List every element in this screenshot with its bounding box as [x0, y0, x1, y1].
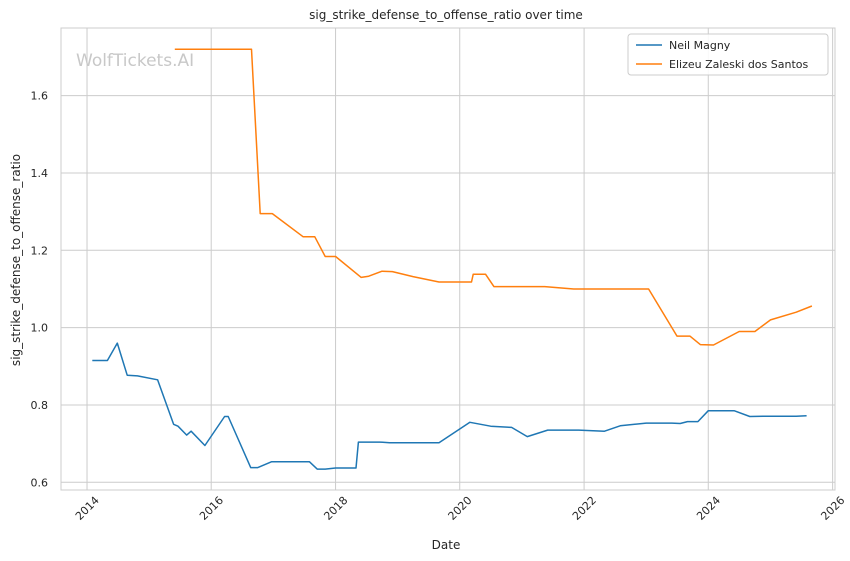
y-tick-label-1-0: 1.0	[31, 322, 49, 335]
legend: Neil Magny Elizeu Zaleski dos Santos	[627, 33, 829, 76]
y-tick-label-0-8: 0.8	[31, 399, 49, 412]
series-line-neil-magny	[92, 342, 807, 470]
x-axis-label: Date	[432, 538, 461, 552]
y-axis-ticks: 0.6 0.8 1.0 1.2 1.4 1.6	[31, 90, 49, 490]
y-tick-label-1-2: 1.2	[31, 244, 49, 257]
legend-box	[627, 33, 829, 76]
series-line-elizeu-zaleski-dos-santos	[174, 48, 813, 346]
legend-label-neil-magny: Neil Magny	[669, 39, 731, 52]
watermark: WolfTickets.AI	[76, 51, 194, 71]
y-tick-label-1-4: 1.4	[31, 167, 49, 180]
plot-area-frame	[60, 27, 836, 491]
y-tick-label-1-6: 1.6	[31, 90, 49, 103]
legend-label-elizeu-zaleski: Elizeu Zaleski dos Santos	[669, 58, 809, 71]
y-axis-label: sig_strike_defense_to_offense_ratio	[9, 154, 23, 366]
series-lines	[92, 48, 813, 470]
y-tick-label-0-6: 0.6	[31, 476, 49, 489]
grid	[61, 28, 835, 490]
chart-title: sig_strike_defense_to_offense_ratio over…	[309, 8, 583, 22]
